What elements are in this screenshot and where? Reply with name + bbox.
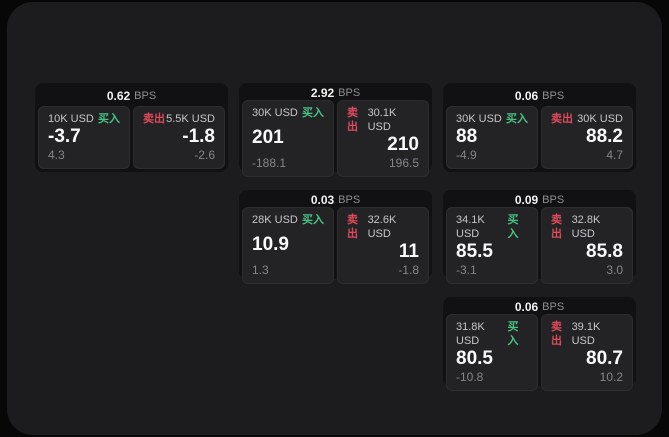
bps-label: BPS [542, 194, 565, 206]
quote-board: 0.62 BPS 10K USD 买入 -3.7 4.3 卖出 5.5K USD [7, 2, 662, 435]
buy-price: -3.7 [48, 126, 81, 147]
buy-label: 买入 [302, 107, 324, 119]
sell-price: 210 [387, 134, 419, 155]
buy-label: 买入 [302, 214, 324, 226]
buy-panel[interactable]: 28K USD 买入 10.9 1.3 [242, 207, 334, 284]
bps-label: BPS [542, 301, 565, 313]
buy-panel[interactable]: 31.8K USD 买入 80.5 -10.8 [446, 314, 538, 391]
buy-size: 34.1K USD [456, 214, 485, 240]
buy-price: 201 [252, 127, 284, 148]
quote-card: 0.06 BPS 30K USD 买入 88 -4.9 卖出 30K USD [443, 83, 636, 172]
spread-value: 2.92 [310, 86, 335, 100]
buy-size: 10K USD [48, 113, 94, 125]
sell-price: -1.8 [182, 126, 215, 147]
quote-card: 0.06 BPS 31.8K USD 买入 80.5 -10.8 卖出 39.1… [443, 297, 636, 391]
sell-label: 卖出 [551, 113, 573, 125]
spread-header: 0.06 BPS [446, 300, 633, 314]
buy-label: 买入 [507, 214, 519, 240]
sell-label: 卖出 [347, 214, 358, 240]
quote-card: 0.62 BPS 10K USD 买入 -3.7 4.3 卖出 5.5K USD [35, 83, 228, 172]
bps-label: BPS [338, 87, 361, 99]
buy-price: 88 [456, 126, 478, 147]
sell-panel[interactable]: 卖出 32.8K USD 85.8 3.0 [541, 207, 633, 284]
spread-value: 0.62 [106, 89, 131, 103]
sell-size: 32.6K USD [367, 214, 397, 240]
buy-delta: 4.3 [48, 148, 65, 162]
sell-panel[interactable]: 卖出 32.6K USD 11 -1.8 [337, 207, 429, 284]
buy-panel[interactable]: 30K USD 买入 88 -4.9 [446, 106, 538, 169]
quote-card: 2.92 BPS 30K USD 买入 201 -188.1 卖出 30.1K … [239, 83, 432, 177]
bps-label: BPS [134, 90, 157, 102]
spread-header: 0.62 BPS [38, 86, 225, 106]
spread-value: 0.03 [310, 193, 335, 207]
buy-label: 买入 [98, 113, 120, 125]
buy-delta: 1.3 [252, 263, 269, 277]
sell-size: 32.8K USD [571, 214, 601, 240]
spread-header: 0.09 BPS [446, 193, 633, 207]
spread-value: 0.09 [514, 193, 539, 207]
bps-label: BPS [542, 90, 565, 102]
quote-grid: 0.62 BPS 10K USD 买入 -3.7 4.3 卖出 5.5K USD [35, 83, 636, 391]
buy-price: 80.5 [456, 348, 493, 369]
buy-label: 买入 [507, 321, 519, 347]
sell-label: 卖出 [143, 113, 165, 125]
buy-delta: -188.1 [252, 156, 287, 170]
sell-price: 85.8 [586, 241, 623, 262]
spread-header: 2.92 BPS [242, 86, 429, 100]
quote-card: 0.09 BPS 34.1K USD 买入 85.5 -3.1 卖出 32.8K… [443, 190, 636, 284]
sell-label: 卖出 [347, 107, 358, 133]
sell-delta: -1.8 [398, 263, 419, 277]
buy-delta: -4.9 [456, 148, 477, 162]
buy-price: 10.9 [252, 234, 289, 255]
buy-panel[interactable]: 34.1K USD 买入 85.5 -3.1 [446, 207, 538, 284]
sell-panel[interactable]: 卖出 30K USD 88.2 4.7 [541, 106, 633, 169]
sell-price: 88.2 [586, 126, 623, 147]
buy-panel[interactable]: 10K USD 买入 -3.7 4.3 [38, 106, 130, 169]
sell-price: 80.7 [586, 348, 623, 369]
sell-size: 30.1K USD [367, 107, 397, 133]
buy-size: 31.8K USD [456, 321, 485, 347]
sell-delta: 4.7 [606, 148, 623, 162]
sell-label: 卖出 [551, 321, 562, 347]
sell-price: 11 [398, 241, 419, 262]
spread-header: 0.06 BPS [446, 86, 633, 106]
sell-size: 5.5K USD [166, 113, 215, 125]
buy-size: 28K USD [252, 214, 298, 226]
sell-size: 30K USD [577, 113, 623, 125]
bps-label: BPS [338, 194, 361, 206]
sell-panel[interactable]: 卖出 39.1K USD 80.7 10.2 [541, 314, 633, 391]
sell-delta: 10.2 [599, 370, 623, 384]
sell-delta: 196.5 [388, 156, 419, 170]
sell-label: 卖出 [551, 214, 562, 240]
spread-value: 0.06 [514, 300, 539, 314]
buy-panel[interactable]: 30K USD 买入 201 -188.1 [242, 100, 334, 177]
buy-delta: -10.8 [456, 370, 484, 384]
spread-header: 0.03 BPS [242, 193, 429, 207]
buy-label: 买入 [506, 113, 528, 125]
buy-price: 85.5 [456, 241, 493, 262]
sell-delta: 3.0 [606, 263, 623, 277]
sell-size: 39.1K USD [571, 321, 601, 347]
buy-delta: -3.1 [456, 263, 477, 277]
buy-size: 30K USD [456, 113, 502, 125]
sell-panel[interactable]: 卖出 30.1K USD 210 196.5 [337, 100, 429, 177]
buy-size: 30K USD [252, 107, 298, 119]
sell-delta: -2.6 [194, 148, 215, 162]
spread-value: 0.06 [514, 89, 539, 103]
quote-card: 0.03 BPS 28K USD 买入 10.9 1.3 卖出 32.6K US… [239, 190, 432, 284]
sell-panel[interactable]: 卖出 5.5K USD -1.8 -2.6 [133, 106, 225, 169]
